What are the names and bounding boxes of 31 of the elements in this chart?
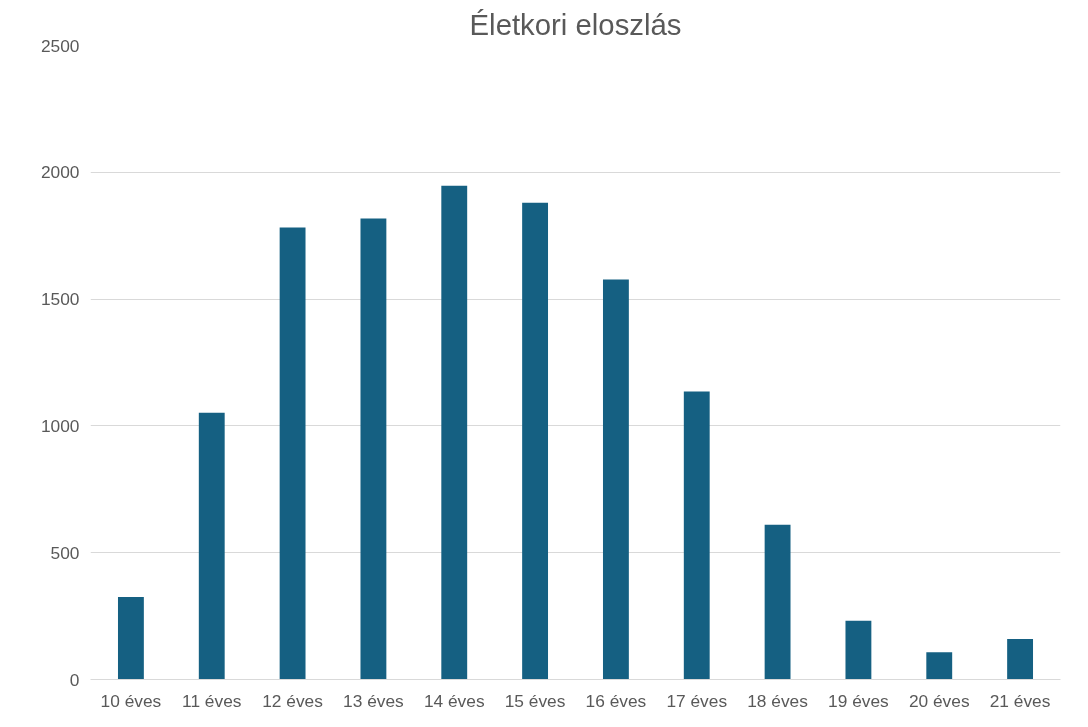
x-tick-label: 17 éves <box>666 690 728 711</box>
y-tick-label: 2500 <box>40 35 80 56</box>
x-tick-label: 15 éves <box>504 690 566 711</box>
bar <box>845 620 872 680</box>
bar <box>1007 638 1034 680</box>
y-tick-label: 500 <box>50 542 80 563</box>
x-tick-label: 13 éves <box>343 690 405 711</box>
x-tick-label: 18 éves <box>747 690 809 711</box>
bar <box>683 391 710 680</box>
y-tick-label: 2000 <box>40 162 80 183</box>
bar <box>602 279 629 680</box>
bar <box>117 597 144 680</box>
bar <box>926 652 953 680</box>
y-tick-label: 0 <box>69 669 80 690</box>
x-tick-label: 11 éves <box>182 690 242 711</box>
bar <box>764 524 791 680</box>
x-tick-label: 20 éves <box>908 690 970 711</box>
chart-title: Életkori eloszlás <box>469 7 682 41</box>
x-tick-label: 10 éves <box>100 690 162 711</box>
y-tick-label: 1000 <box>40 415 80 436</box>
x-tick-label: 19 éves <box>828 690 890 711</box>
bar <box>198 412 225 680</box>
x-tick-label: 14 éves <box>423 690 485 711</box>
x-tick-label: 16 éves <box>585 690 647 711</box>
bar <box>441 185 468 680</box>
x-tick-label: 12 éves <box>262 690 324 711</box>
y-tick-label: 1500 <box>40 289 80 310</box>
bar <box>360 218 387 680</box>
bar <box>522 202 549 680</box>
bar <box>279 227 306 680</box>
x-tick-label: 21 éves <box>989 690 1051 711</box>
